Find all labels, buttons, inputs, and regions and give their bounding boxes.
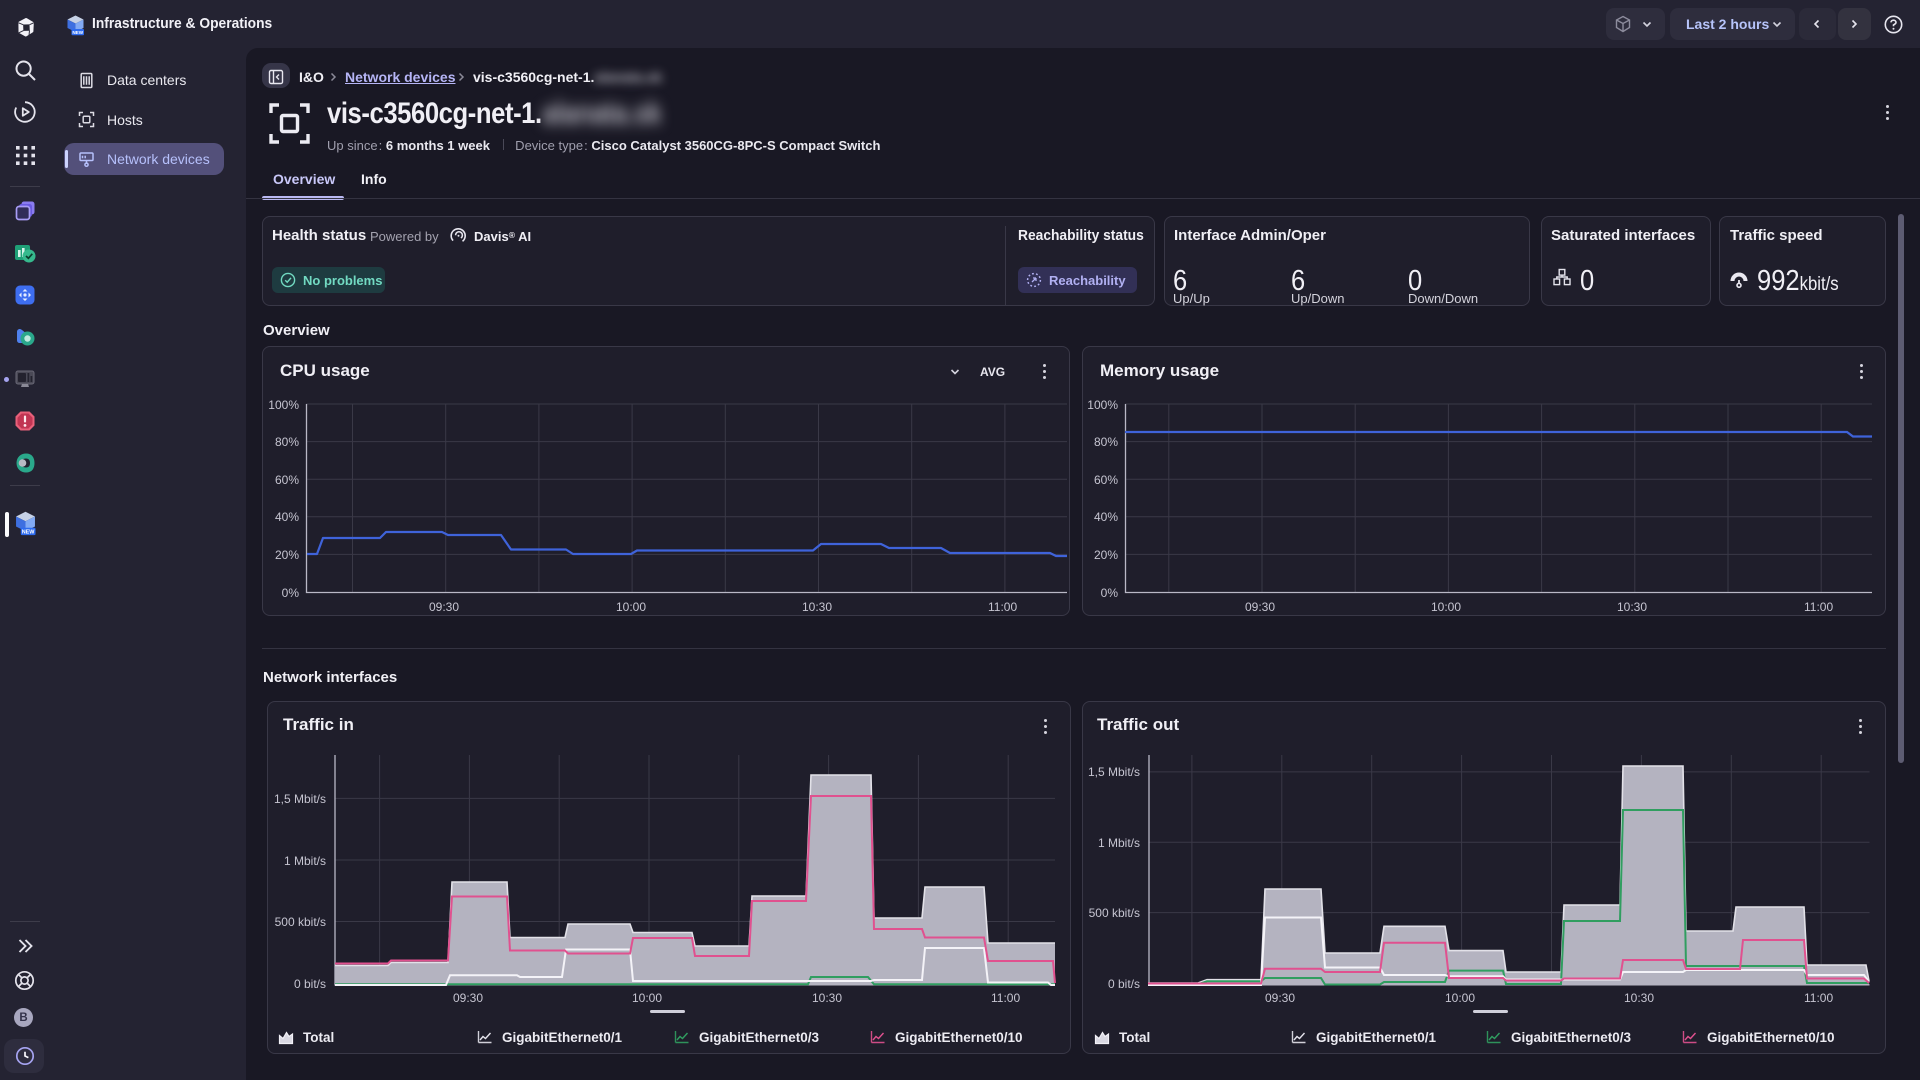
- svg-text:NEW: NEW: [72, 30, 83, 35]
- svg-text:NEW: NEW: [22, 530, 36, 536]
